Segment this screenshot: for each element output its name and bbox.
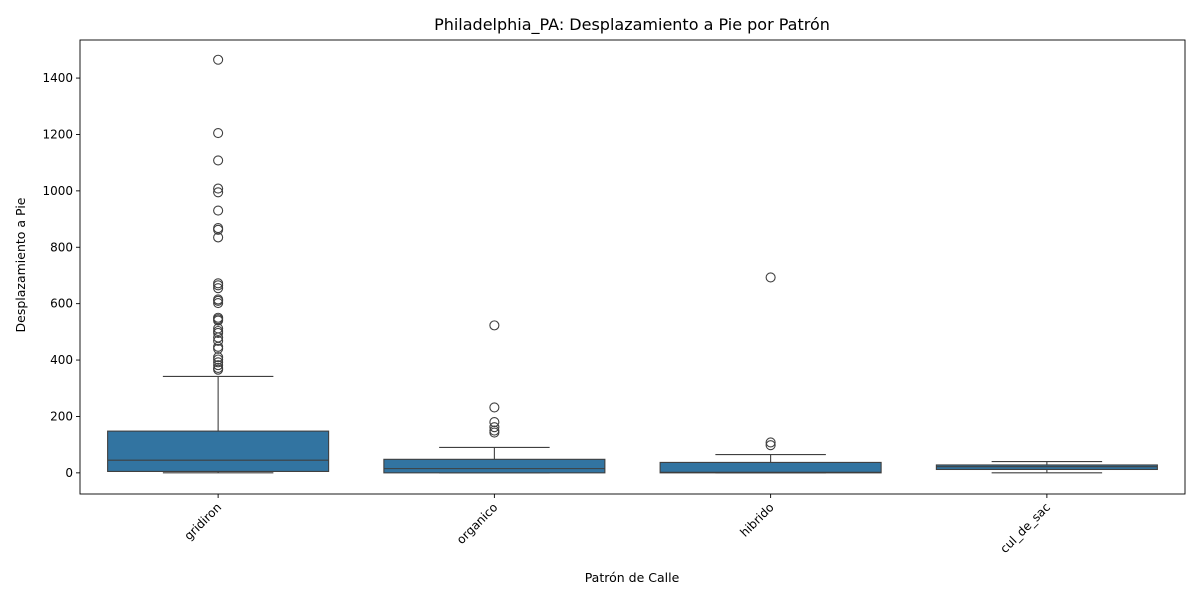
- y-tick-label: 1400: [42, 71, 73, 85]
- outlier-point: [213, 280, 224, 291]
- outlier-point: [213, 183, 224, 194]
- outlier-point: [765, 272, 776, 283]
- outlier-point: [765, 440, 776, 451]
- y-tick-label: 400: [50, 353, 73, 367]
- outlier-point: [213, 224, 224, 235]
- outlier-point: [213, 315, 224, 326]
- outlier-point: [489, 422, 500, 433]
- y-tick-label: 0: [65, 466, 73, 480]
- outlier-point: [213, 54, 224, 65]
- y-tick-label: 1000: [42, 184, 73, 198]
- outlier-point: [489, 427, 500, 438]
- outlier-point: [213, 128, 224, 139]
- outlier-point: [765, 437, 776, 448]
- outlier-point: [213, 360, 224, 371]
- outlier-point: [489, 402, 500, 413]
- outlier-point: [213, 357, 224, 368]
- box-iqr: [935, 464, 1158, 471]
- outlier-point: [213, 327, 224, 339]
- y-tick-label: 600: [50, 297, 73, 311]
- outlier-point: [213, 155, 224, 166]
- box-iqr: [383, 458, 606, 474]
- outlier-point: [213, 205, 224, 216]
- outlier-point: [213, 364, 224, 375]
- outlier-point: [489, 320, 500, 331]
- outlier-point: [213, 232, 224, 243]
- y-tick-label: 1200: [42, 127, 73, 141]
- chart-title: Philadelphia_PA: Desplazamiento a Pie po…: [434, 15, 830, 35]
- outlier-point: [213, 335, 224, 346]
- outlier-point: [213, 283, 224, 294]
- y-tick-label: 200: [50, 409, 73, 423]
- y-tick-label: 800: [50, 240, 73, 254]
- plot-frame: [79, 39, 1186, 495]
- box-iqr: [107, 430, 330, 472]
- x-axis-label: Patrón de Calle: [585, 570, 680, 585]
- outlier-point: [213, 187, 224, 198]
- y-axis-label: Desplazamiento a Pie: [13, 197, 28, 332]
- outlier-point: [213, 298, 224, 309]
- box-iqr: [659, 461, 882, 474]
